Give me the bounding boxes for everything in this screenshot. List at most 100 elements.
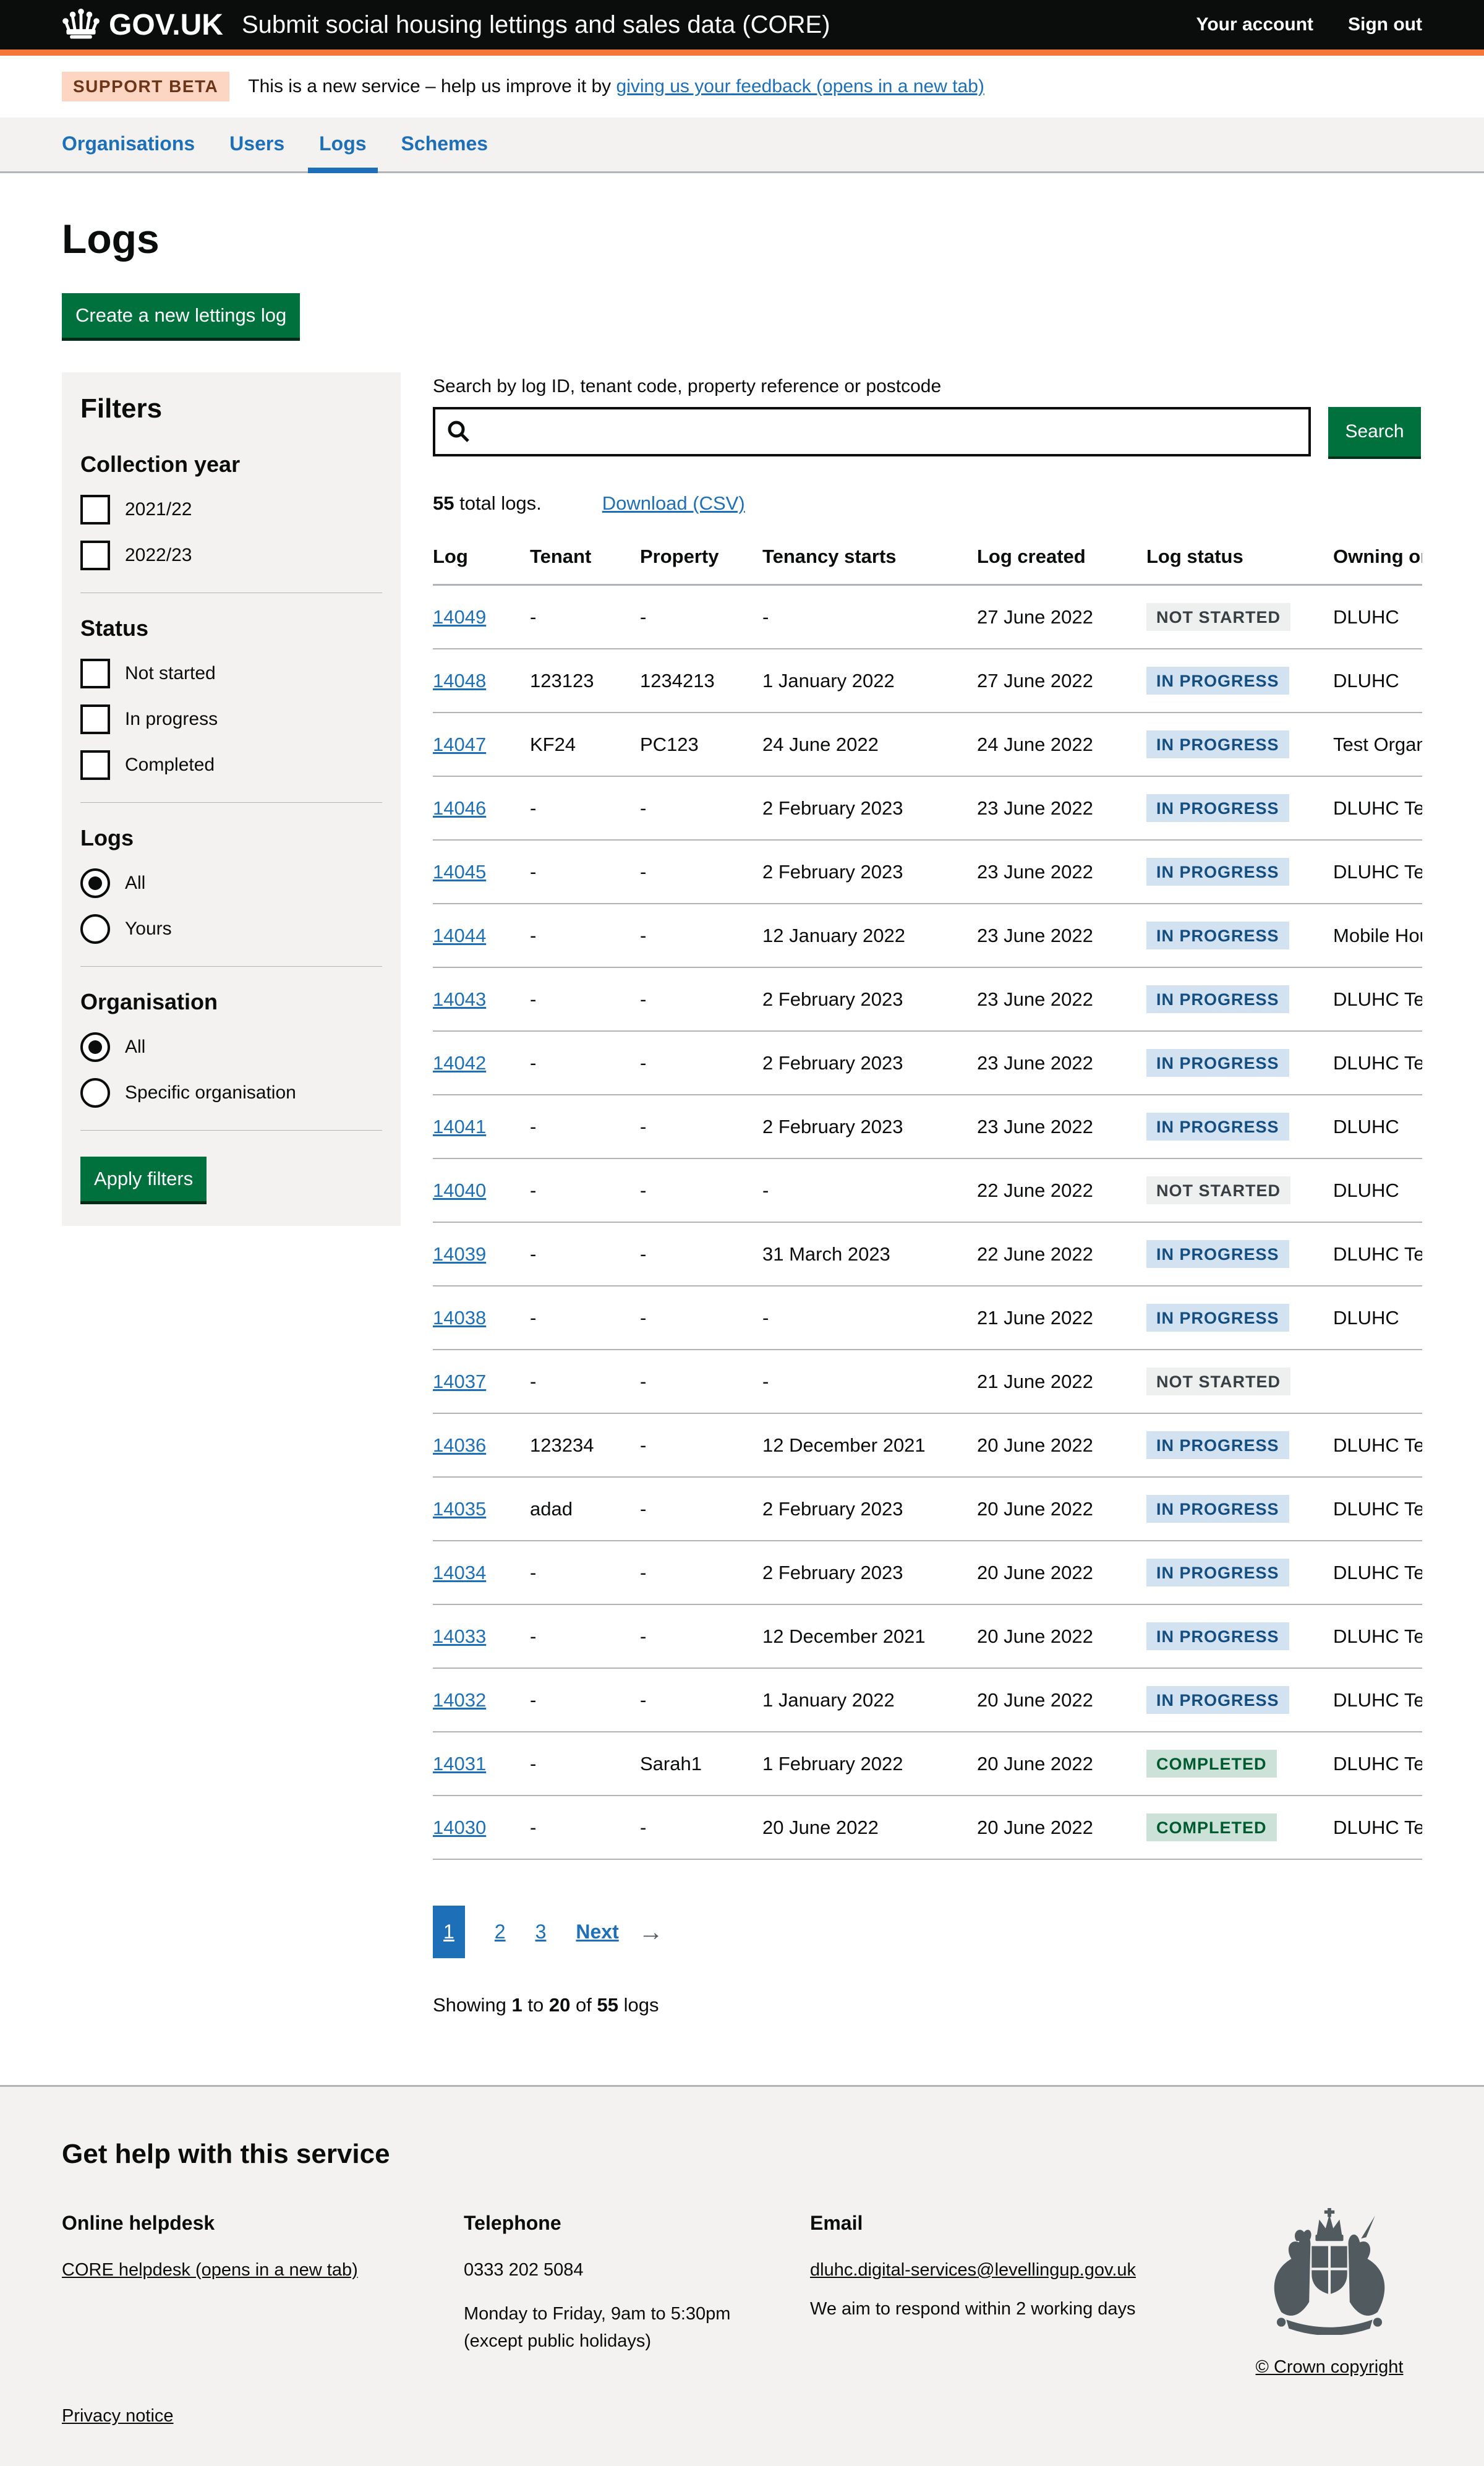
log-status-cell: IN PROGRESS	[1146, 1095, 1333, 1159]
property-cell: -	[640, 1158, 762, 1223]
log-id-cell: 14035	[433, 1477, 530, 1541]
tenant-cell: KF24	[530, 713, 640, 777]
log-id-cell: 14030	[433, 1796, 530, 1860]
pagination-next[interactable]: Next	[576, 1920, 619, 1943]
feedback-link[interactable]: giving us your feedback (opens in a new …	[616, 76, 984, 96]
total-count: 55	[433, 492, 454, 514]
radio-org-all[interactable]	[80, 1032, 110, 1062]
search-input[interactable]	[433, 407, 1311, 456]
filter-group-organisation: Organisation All Specific organisation	[80, 989, 382, 1108]
log-id-cell: 14045	[433, 840, 530, 904]
owning-organisation-cell: DLUHC	[1333, 1158, 1422, 1223]
log-id-link[interactable]: 14047	[433, 733, 487, 755]
log-id-link[interactable]: 14033	[433, 1625, 487, 1647]
log-id-link[interactable]: 14035	[433, 1497, 487, 1520]
log-id-link[interactable]: 14048	[433, 669, 487, 691]
footer-telephone-column: Telephone 0333 202 5084 Monday to Friday…	[464, 2208, 810, 2355]
log-id-link[interactable]: 14045	[433, 860, 487, 883]
log-id-link[interactable]: 14049	[433, 606, 487, 628]
email-note: We aim to respond within 2 working days	[810, 2298, 1136, 2319]
checkbox-2021-22[interactable]	[80, 495, 110, 524]
telephone-hours-line2: (except public holidays)	[464, 2331, 652, 2352]
owning-organisation-cell: DLUHC Tes	[1333, 1541, 1422, 1605]
table-row: 14036 123234 - 12 December 2021 20 June …	[433, 1413, 1422, 1478]
table-row: 14049 - - - 27 June 2022 NOT STARTED DLU…	[433, 584, 1422, 649]
privacy-notice-link[interactable]: Privacy notice	[62, 2406, 174, 2426]
log-id-link[interactable]: 14037	[433, 1370, 487, 1392]
log-id-link[interactable]: 14039	[433, 1243, 487, 1265]
download-csv-link[interactable]: Download (CSV)	[602, 492, 745, 514]
nav-link-organisations[interactable]: Organisations	[62, 132, 195, 155]
nav-link-schemes[interactable]: Schemes	[401, 132, 488, 155]
radio-org-specific[interactable]	[80, 1078, 110, 1108]
nav-item-organisations: Organisations	[62, 118, 195, 171]
status-badge: IN PROGRESS	[1146, 730, 1289, 758]
log-id-link[interactable]: 14041	[433, 1115, 487, 1137]
col-header-tenancy-starts: Tenancy starts	[762, 546, 977, 586]
tenant-cell: -	[530, 1286, 640, 1350]
log-id-link[interactable]: 14030	[433, 1816, 487, 1838]
collection-year-heading: Collection year	[80, 452, 241, 477]
log-id-link[interactable]: 14032	[433, 1689, 487, 1711]
tenant-cell: -	[530, 1668, 640, 1732]
property-cell: -	[640, 1350, 762, 1414]
log-id-link[interactable]: 14036	[433, 1434, 487, 1456]
checkbox-not-started[interactable]	[80, 659, 110, 688]
log-id-link[interactable]: 14044	[433, 924, 487, 946]
crown-copyright-link[interactable]: © Crown copyright	[1255, 2357, 1404, 2377]
radio-logs-all[interactable]	[80, 868, 110, 898]
pagination-page-1-current[interactable]: 1	[433, 1906, 465, 1958]
your-account-link[interactable]: Your account	[1196, 14, 1314, 35]
log-id-link[interactable]: 14043	[433, 988, 487, 1010]
email-link[interactable]: dluhc.digital-services@levellingup.gov.u…	[810, 2259, 1136, 2280]
checkbox-completed[interactable]	[80, 750, 110, 780]
create-lettings-log-button[interactable]: Create a new lettings log	[62, 293, 301, 338]
owning-organisation-cell: DLUHC	[1333, 584, 1422, 649]
apply-filters-button[interactable]: Apply filters	[80, 1157, 207, 1201]
govuk-logo[interactable]: GOV.UK	[62, 8, 223, 42]
filter-divider	[80, 966, 382, 967]
tenant-cell: -	[530, 1031, 640, 1095]
nav-item-users: Users	[229, 118, 284, 171]
pagination-page-3[interactable]: 3	[535, 1920, 547, 1943]
checkbox-2022-23[interactable]	[80, 541, 110, 570]
log-id-link[interactable]: 14040	[433, 1179, 487, 1201]
log-id-link[interactable]: 14046	[433, 797, 487, 819]
search-button[interactable]: Search	[1328, 407, 1421, 456]
tenancy-starts-cell: -	[762, 1286, 977, 1350]
filter-group-collection-year: Collection year 2021/22 2022/23	[80, 452, 382, 570]
owning-organisation-cell: DLUHC Tes	[1333, 1413, 1422, 1478]
phase-banner-message: This is a new service – help us improve …	[248, 76, 612, 96]
radio-logs-yours[interactable]	[80, 914, 110, 944]
sign-out-link[interactable]: Sign out	[1348, 14, 1422, 35]
telephone-number: 0333 202 5084	[464, 2259, 584, 2280]
core-helpdesk-link[interactable]: CORE helpdesk (opens in a new tab)	[62, 2259, 358, 2280]
log-id-link[interactable]: 14034	[433, 1561, 487, 1583]
log-id-link[interactable]: 14031	[433, 1752, 487, 1775]
pagination-page-2[interactable]: 2	[494, 1920, 506, 1943]
table-row: 14033 - - 12 December 2021 20 June 2022 …	[433, 1604, 1422, 1669]
showing-word: Showing	[433, 1994, 506, 2016]
beta-tag: SUPPORT BETA	[62, 72, 230, 101]
log-created-cell: 22 June 2022	[977, 1158, 1146, 1223]
nav-link-users[interactable]: Users	[229, 132, 285, 155]
checkbox-row-not-started: Not started	[80, 659, 382, 688]
log-id-cell: 14041	[433, 1095, 530, 1159]
status-badge: IN PROGRESS	[1146, 1622, 1289, 1650]
crown-icon	[62, 8, 100, 42]
status-badge: NOT STARTED	[1146, 1368, 1290, 1395]
tenancy-starts-cell: 12 December 2021	[762, 1604, 977, 1669]
log-id-link[interactable]: 14042	[433, 1051, 487, 1074]
pagination: 1 2 3 Next →	[433, 1906, 1422, 1958]
filter-divider	[80, 802, 382, 803]
log-id-link[interactable]: 14038	[433, 1306, 487, 1329]
table-row: 14047 KF24 PC123 24 June 2022 24 June 20…	[433, 713, 1422, 777]
log-id-cell: 14048	[433, 649, 530, 713]
checkbox-label-completed: Completed	[125, 755, 215, 775]
footer-heading: Get help with this service	[62, 2139, 390, 2169]
log-id-cell: 14031	[433, 1732, 530, 1796]
table-row: 14032 - - 1 January 2022 20 June 2022 IN…	[433, 1668, 1422, 1732]
checkbox-in-progress[interactable]	[80, 704, 110, 734]
service-name-link[interactable]: Submit social housing lettings and sales…	[241, 11, 830, 38]
nav-link-logs[interactable]: Logs	[319, 118, 366, 171]
